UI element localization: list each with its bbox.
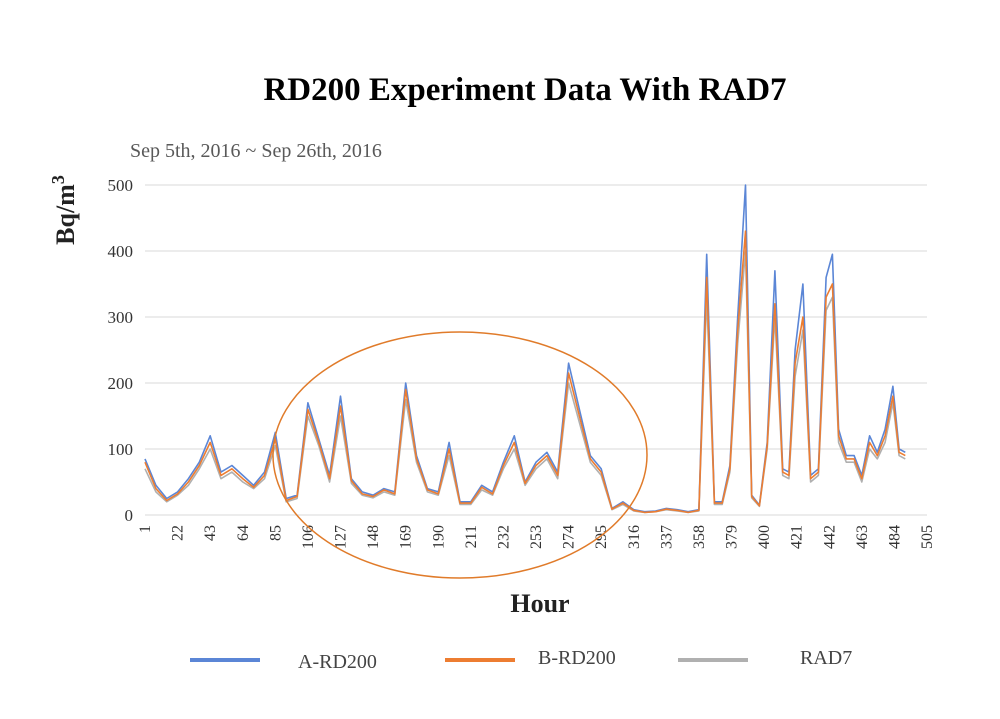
legend-label-a-rd200: A-RD200 [298,651,377,673]
series-lines [144,184,906,514]
y-axis-label: Bq/m3 [48,175,80,245]
x-tick-label: 43 [202,525,219,541]
y-tick-label: 200 [108,374,134,393]
x-ticks: 1 22 43 64 85 106 127 148 169 190 211 232 253 274 295 3… [137,525,936,549]
x-tick-label: 421 [789,525,806,549]
x-tick-label: 169 [398,525,415,549]
x-tick-label: 22 [170,525,187,541]
x-tick-label: 400 [756,525,773,549]
x-tick-label: 379 [724,525,741,549]
series-line-rad7 [144,250,906,514]
x-tick-label: 64 [235,525,252,541]
y-tick-label: 0 [125,506,134,525]
x-tick-label: 505 [919,525,936,549]
y-tick-label: 400 [108,242,134,261]
x-tick-label: 316 [626,525,643,549]
x-tick-label: 232 [495,525,512,549]
x-tick-label: 85 [267,525,284,541]
series-line-a-rd200 [144,184,906,513]
x-tick-label: 463 [854,525,871,549]
legend-label-b-rd200: B-RD200 [538,647,616,669]
x-tick-label: 1 [137,525,154,533]
x-tick-label: 253 [528,525,545,549]
y-ticks: 0 100 200 300 400 500 [108,176,134,525]
x-tick-label: 295 [593,525,610,549]
x-tick-label: 484 [886,525,903,549]
x-tick-label: 148 [365,525,382,549]
series-line-b-rd200 [144,230,906,514]
chart-title: RD200 Experiment Data With RAD7 [263,72,786,108]
y-tick-label: 300 [108,308,134,327]
x-tick-label: 274 [561,525,578,549]
x-tick-label: 106 [300,525,317,549]
x-tick-label: 442 [821,525,838,549]
x-tick-label: 127 [333,525,350,549]
x-tick-label: 190 [430,525,447,549]
x-tick-label: 211 [463,525,480,548]
x-axis-label: Hour [510,589,569,618]
y-tick-label: 500 [108,176,134,195]
legend: A-RD200 B-RD200 RAD7 [190,647,852,673]
y-tick-label: 100 [108,440,134,459]
legend-label-rad7: RAD7 [800,647,852,669]
chart-subtitle: Sep 5th, 2016 ~ Sep 26th, 2016 [130,140,382,162]
highlight-ellipse [272,331,648,579]
x-tick-label: 358 [691,525,708,549]
x-tick-label: 337 [658,525,675,549]
